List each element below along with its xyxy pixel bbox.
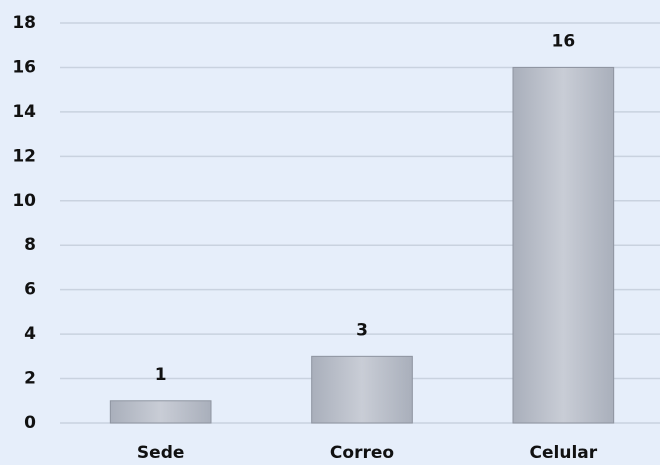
y-tick-label: 16 xyxy=(12,57,36,77)
y-tick-label: 8 xyxy=(24,235,36,255)
bar xyxy=(512,66,615,424)
y-tick-label: 12 xyxy=(12,146,36,166)
y-tick-label: 4 xyxy=(24,324,36,344)
x-tick-label: Correo xyxy=(330,443,394,463)
bar xyxy=(311,355,413,424)
bar xyxy=(109,400,212,424)
y-tick-label: 14 xyxy=(12,102,36,122)
y-tick-label: 18 xyxy=(12,13,36,33)
data-label: 16 xyxy=(551,31,575,51)
x-tick-label: Sede xyxy=(137,443,184,463)
x-tick-label: Celular xyxy=(530,443,598,463)
y-tick-label: 10 xyxy=(12,191,36,211)
y-tick-label: 6 xyxy=(24,280,36,300)
data-label: 1 xyxy=(155,365,167,385)
y-tick-label: 2 xyxy=(24,369,36,389)
data-label: 3 xyxy=(356,320,368,340)
y-tick-label: 0 xyxy=(24,413,36,433)
